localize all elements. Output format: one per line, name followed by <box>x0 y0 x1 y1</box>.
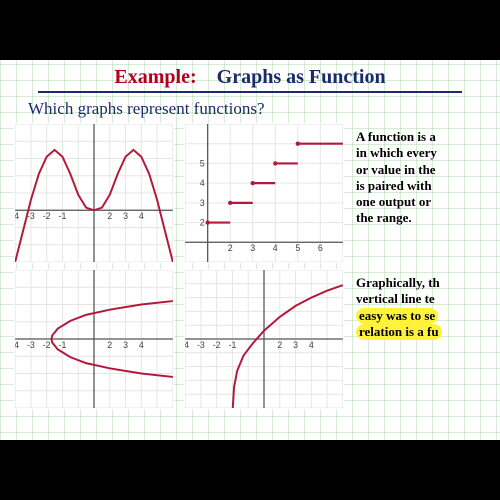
letterbox-top <box>0 0 500 60</box>
svg-text:-1: -1 <box>59 211 67 221</box>
title-main: Graphs as Function <box>217 66 386 88</box>
svg-text:-4: -4 <box>185 340 189 350</box>
svg-text:2: 2 <box>107 340 112 350</box>
svg-text:6: 6 <box>318 243 323 253</box>
svg-text:-3: -3 <box>197 340 205 350</box>
svg-text:3: 3 <box>250 243 255 253</box>
chart-bottom-left: -4 -3 -2 -1 2 3 4 <box>14 269 174 409</box>
charts-grid: -4 -3 -2 -1 2 3 4 2 3 4 5 6 2 3 4 5 A function is ain … <box>8 123 492 409</box>
svg-text:-1: -1 <box>229 340 237 350</box>
svg-text:-1: -1 <box>59 340 67 350</box>
svg-text:2: 2 <box>277 340 282 350</box>
title-line: Example: Graphs as Function <box>38 66 462 93</box>
svg-text:3: 3 <box>293 340 298 350</box>
svg-text:3: 3 <box>123 340 128 350</box>
svg-text:2: 2 <box>228 243 233 253</box>
svg-text:-2: -2 <box>43 340 51 350</box>
slide-content: Example: Graphs as Function Which graphs… <box>0 60 500 440</box>
svg-text:-4: -4 <box>15 340 19 350</box>
subtitle: Which graphs represent functions? <box>28 99 492 119</box>
title-example-label: Example: <box>114 66 196 88</box>
svg-text:-2: -2 <box>43 211 51 221</box>
svg-text:-4: -4 <box>15 211 19 221</box>
svg-text:3: 3 <box>123 211 128 221</box>
svg-text:4: 4 <box>309 340 314 350</box>
svg-text:2: 2 <box>107 211 112 221</box>
svg-text:4: 4 <box>273 243 278 253</box>
svg-text:2: 2 <box>200 218 205 228</box>
svg-text:4: 4 <box>139 340 144 350</box>
letterbox-bottom <box>0 440 500 500</box>
chart-top-left: -4-3-2-1234 <box>14 123 174 263</box>
side-text-para2: Graphically, thvertical line teeasy was … <box>354 269 492 409</box>
svg-text:5: 5 <box>200 158 205 168</box>
chart-top-right: 2 3 4 5 6 2 3 4 5 <box>184 123 344 263</box>
svg-text:5: 5 <box>295 243 300 253</box>
svg-text:4: 4 <box>139 211 144 221</box>
side-text-para1: A function is ain which everyor value in… <box>354 123 492 263</box>
chart-bottom-right: -4 -3 -2 -1 2 3 4 <box>184 269 344 409</box>
svg-text:4: 4 <box>200 178 205 188</box>
svg-text:3: 3 <box>200 198 205 208</box>
svg-text:-2: -2 <box>213 340 221 350</box>
svg-text:-3: -3 <box>27 340 35 350</box>
